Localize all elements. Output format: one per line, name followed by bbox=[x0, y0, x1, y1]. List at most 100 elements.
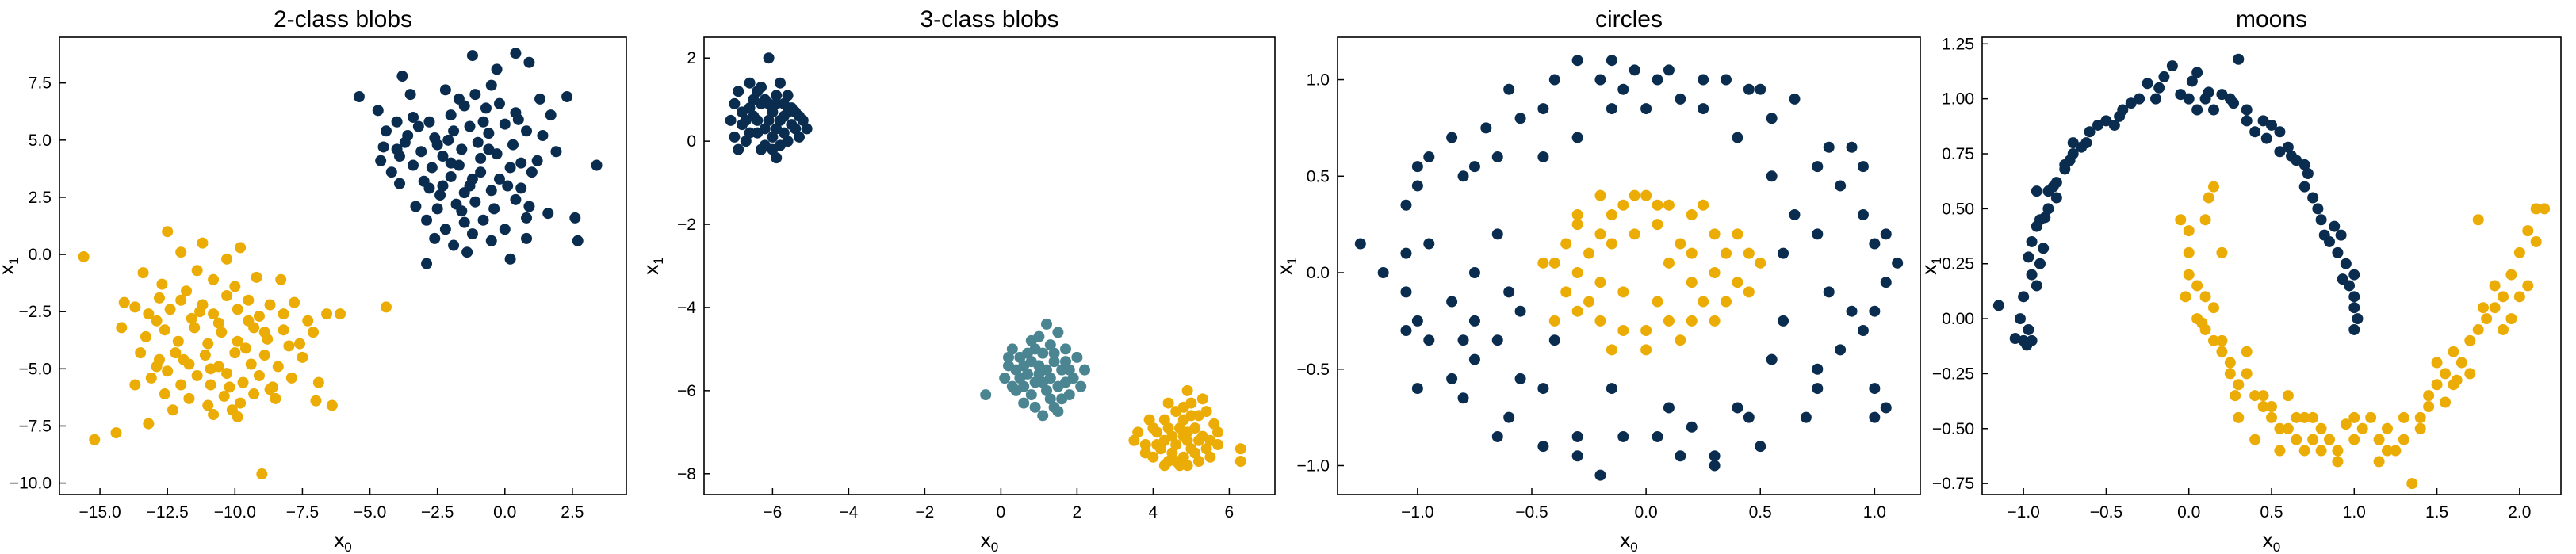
data-point bbox=[137, 267, 149, 279]
data-point bbox=[737, 106, 748, 118]
data-point bbox=[491, 148, 503, 160]
data-point bbox=[377, 141, 389, 153]
data-point bbox=[2153, 82, 2165, 94]
data-point bbox=[1709, 315, 1721, 327]
data-point bbox=[1400, 199, 1412, 211]
data-point bbox=[1675, 334, 1686, 346]
data-point bbox=[521, 212, 533, 224]
data-point bbox=[1181, 384, 1193, 396]
x-tick-label: 0 bbox=[997, 503, 1006, 522]
data-point bbox=[1698, 296, 1709, 308]
data-point bbox=[89, 434, 101, 445]
data-point bbox=[782, 90, 794, 101]
data-point bbox=[767, 131, 779, 143]
data-point bbox=[2286, 150, 2298, 162]
data-point bbox=[1177, 430, 1189, 442]
data-point bbox=[175, 246, 187, 258]
data-point bbox=[2080, 137, 2092, 149]
data-point bbox=[1457, 170, 1469, 182]
y-tick-label: −0.75 bbox=[1932, 475, 1974, 493]
data-point bbox=[2291, 411, 2302, 423]
data-point bbox=[439, 224, 451, 235]
data-point bbox=[2023, 323, 2034, 335]
data-point bbox=[221, 368, 233, 380]
y-tick-label: 2 bbox=[687, 49, 696, 67]
data-point bbox=[483, 128, 495, 139]
data-point bbox=[1880, 277, 1892, 288]
data-point bbox=[782, 106, 794, 118]
data-point bbox=[1446, 373, 1458, 384]
data-point bbox=[1823, 286, 1835, 298]
data-point bbox=[1778, 247, 1789, 259]
data-point bbox=[439, 84, 451, 96]
data-point bbox=[235, 397, 247, 409]
data-point bbox=[2023, 251, 2034, 263]
data-point bbox=[1189, 422, 1201, 434]
data-point bbox=[1732, 277, 1743, 288]
data-point bbox=[208, 273, 220, 285]
data-point bbox=[461, 246, 473, 258]
data-point bbox=[1663, 64, 1675, 76]
data-point bbox=[1170, 456, 1182, 468]
data-point bbox=[1158, 460, 1170, 472]
data-point bbox=[283, 340, 295, 352]
data-point bbox=[2481, 313, 2493, 325]
data-point bbox=[229, 347, 241, 359]
data-point bbox=[2175, 89, 2187, 101]
x-axis-label: x0 bbox=[981, 528, 998, 554]
data-point bbox=[2390, 445, 2402, 457]
data-point bbox=[232, 304, 243, 315]
data-point bbox=[2298, 445, 2310, 457]
data-point bbox=[380, 301, 392, 313]
data-point bbox=[752, 114, 764, 126]
data-point bbox=[2315, 214, 2327, 226]
data-point bbox=[186, 312, 197, 324]
data-point bbox=[2373, 456, 2385, 468]
data-point bbox=[302, 315, 314, 327]
data-point bbox=[2224, 368, 2236, 380]
data-point bbox=[251, 271, 262, 283]
data-point bbox=[2382, 422, 2393, 434]
data-point bbox=[129, 379, 141, 391]
data-point bbox=[1006, 380, 1018, 392]
data-point bbox=[725, 114, 737, 126]
data-point bbox=[1640, 103, 1652, 115]
data-point bbox=[591, 159, 603, 171]
data-point bbox=[321, 308, 333, 320]
data-point bbox=[2186, 75, 2198, 87]
y-axis-label: x1 bbox=[639, 257, 666, 274]
data-point bbox=[159, 324, 170, 336]
data-point bbox=[178, 353, 189, 365]
data-point bbox=[493, 173, 505, 185]
data-point bbox=[2084, 126, 2096, 138]
data-point bbox=[1606, 383, 1617, 395]
data-point bbox=[456, 143, 468, 155]
data-point bbox=[2472, 214, 2484, 226]
data-point bbox=[469, 89, 481, 101]
data-point bbox=[335, 308, 346, 320]
data-point bbox=[224, 381, 235, 393]
data-point bbox=[767, 106, 779, 118]
y-tick-label: 0.0 bbox=[1307, 264, 1330, 282]
data-point bbox=[408, 111, 419, 123]
data-point bbox=[1663, 199, 1675, 211]
data-point bbox=[488, 203, 500, 215]
data-point bbox=[1686, 277, 1698, 288]
data-point bbox=[256, 468, 268, 480]
data-point bbox=[2067, 137, 2079, 149]
data-point bbox=[408, 159, 419, 171]
y-tick-label: 0.50 bbox=[1942, 200, 1974, 218]
data-point bbox=[1014, 351, 1026, 363]
data-point bbox=[1147, 422, 1159, 434]
data-point bbox=[1571, 132, 1583, 143]
data-point bbox=[1185, 410, 1197, 422]
data-point bbox=[1548, 334, 1560, 346]
data-point bbox=[1548, 74, 1560, 86]
data-point bbox=[2489, 302, 2501, 314]
data-point bbox=[1041, 318, 1052, 330]
data-point bbox=[1204, 451, 1216, 463]
plot-frame bbox=[59, 36, 627, 495]
data-point bbox=[2406, 478, 2418, 490]
data-point bbox=[1537, 103, 1549, 115]
data-point bbox=[2414, 422, 2426, 434]
